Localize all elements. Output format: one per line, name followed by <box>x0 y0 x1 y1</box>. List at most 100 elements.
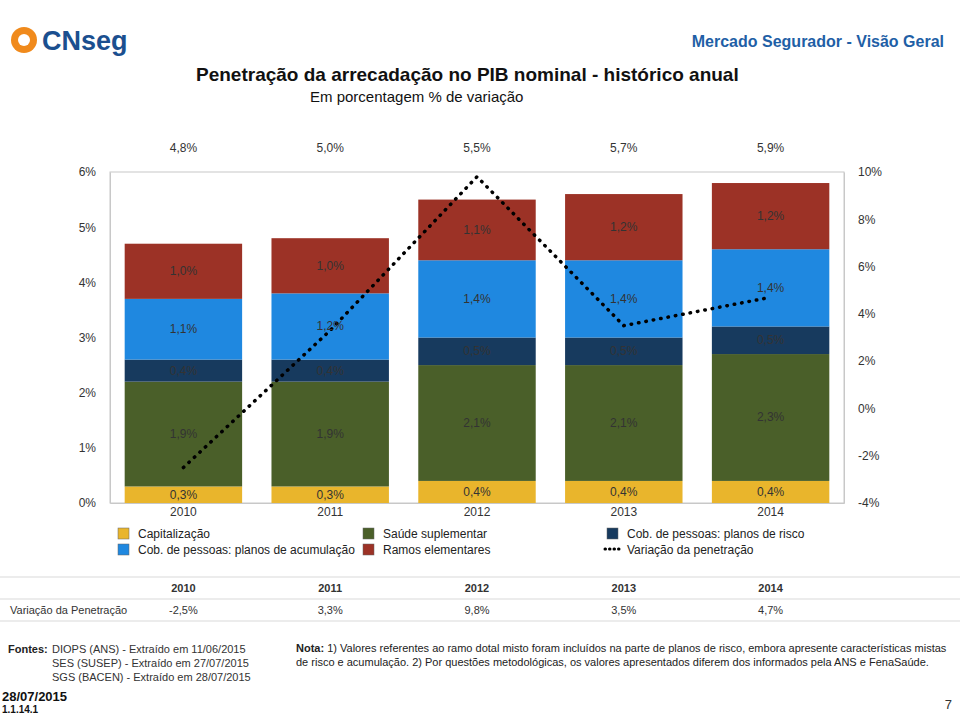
note-text: 1) Valores referentes ao ramo dotal mist… <box>296 642 946 668</box>
tick: 2% <box>79 386 110 400</box>
tick: 2010 <box>170 503 197 519</box>
tick-label: 6% <box>79 165 97 179</box>
tick-label: 0% <box>79 496 97 510</box>
tick-label: 2% <box>858 354 876 368</box>
tick: 6% <box>844 260 876 274</box>
tick: 8% <box>844 213 876 227</box>
data-label: 1,2% <box>757 209 785 223</box>
bar-segment <box>271 293 388 359</box>
table-header: 2012 <box>465 582 489 594</box>
data-label: 0,3% <box>317 488 345 502</box>
table-rule <box>0 621 960 622</box>
tick: 2014 <box>757 503 784 519</box>
table-rule <box>0 599 960 600</box>
data-label: 0,3% <box>170 488 198 502</box>
total-annotation: 5,0% <box>317 141 345 155</box>
tick: 1% <box>79 441 110 455</box>
footer-code: 1.1.14.1 <box>2 704 39 715</box>
page-number: 7 <box>945 697 952 712</box>
total-annotation: 5,7% <box>610 141 638 155</box>
logo-icon-inner <box>18 34 30 46</box>
bar-segment <box>565 194 682 260</box>
data-label: 1,9% <box>317 427 345 441</box>
tick-label: 4% <box>858 307 876 321</box>
data-label: 1,1% <box>170 322 198 336</box>
bar-segment <box>712 354 829 481</box>
page-canvas: CNsegMercado Segurador - Visão GeralPene… <box>0 0 960 715</box>
section-title: Mercado Segurador - Visão Geral <box>692 33 944 50</box>
legend-item: Variação da penetração <box>605 543 754 557</box>
legend: Capitalização Saúde suplementar Cob. de pe… <box>118 527 805 557</box>
tick-label: 6% <box>858 260 876 274</box>
data-label: 0,4% <box>463 485 491 499</box>
bar-segment <box>712 326 829 354</box>
bar-segment <box>565 481 682 503</box>
legend-label: Cob. de pessoas: planos de risco <box>627 527 805 541</box>
sources-label: Fontes: <box>8 643 48 655</box>
bar-segment <box>418 365 535 481</box>
bar-segment <box>565 338 682 366</box>
tick-label: 0% <box>858 402 876 416</box>
tick: 2011 <box>317 503 343 519</box>
legend-item: Cob. de pessoas: planos de risco <box>607 527 805 541</box>
bar-segment <box>125 244 242 299</box>
legend-label: Variação da penetração <box>627 543 754 557</box>
tick-label: 2014 <box>757 505 784 519</box>
legend-label: Ramos elementares <box>383 543 490 557</box>
tick-label: 2013 <box>610 505 637 519</box>
bar-segment <box>125 360 242 382</box>
bar-segment <box>418 260 535 337</box>
tick: 6% <box>79 165 110 179</box>
legend-swatch <box>363 528 374 539</box>
data-label: 1,0% <box>317 259 345 273</box>
chart-subtitle: Em porcentagem % de variação <box>310 88 523 105</box>
data-label: 2,1% <box>463 416 491 430</box>
tick-label: 5% <box>79 221 97 235</box>
source: SES (SUSEP) - Extraído em 27/07/2015 <box>52 657 249 669</box>
data-label: 0,4% <box>317 364 345 378</box>
tick-label: 3% <box>79 331 97 345</box>
total-annotation: 5,9% <box>757 141 785 155</box>
legend-item: Capitalização <box>118 527 210 541</box>
legend-swatch <box>118 544 129 555</box>
data-label: 0,4% <box>170 364 198 378</box>
tick: 2% <box>844 354 876 368</box>
tick-label: -4% <box>858 496 880 510</box>
data-table: 20102011201220132014Variação da Penetraç… <box>0 577 960 621</box>
data-label: 0,4% <box>757 485 785 499</box>
logo-icon <box>11 27 37 53</box>
table-cell: 4,7% <box>758 604 783 616</box>
total-annotation: 5,5% <box>463 141 491 155</box>
tick-label: 8% <box>858 213 876 227</box>
legend-label: Capitalização <box>138 527 210 541</box>
tick-label: 1% <box>79 441 97 455</box>
tick-label: 10% <box>858 165 882 179</box>
legend-swatch <box>363 544 374 555</box>
data-label: 1,2% <box>610 220 638 234</box>
y2-axis: -4% -2% 0% 2% 4% 6% 8% 10% <box>844 165 882 510</box>
tick-label: 2011 <box>317 505 343 519</box>
bar-segment <box>125 299 242 360</box>
bar-segment <box>712 249 829 326</box>
data-label: 0,4% <box>610 485 638 499</box>
plot-area <box>125 177 830 503</box>
bar-segment <box>712 183 829 249</box>
legend-label: Cob. de pessoas: planos de acumulação <box>138 543 355 557</box>
tick: -2% <box>844 449 880 463</box>
tick: 3% <box>79 331 110 345</box>
legend-label: Saúde suplementar <box>383 527 487 541</box>
bar-segment <box>271 486 388 503</box>
footnote: Nota: 1) Valores referentes ao ramo dota… <box>296 641 951 669</box>
data-label: 1,1% <box>463 223 491 237</box>
note-label: Nota: <box>296 642 324 654</box>
tick: 5% <box>79 221 110 235</box>
footer-date: 28/07/2015 <box>2 689 67 704</box>
plot-frame <box>110 172 844 503</box>
data-label: 1,4% <box>610 292 638 306</box>
bar-segment <box>418 338 535 366</box>
axis-line <box>844 173 845 504</box>
source: SGS (BACEN) - Extraído em 28/07/2015 <box>52 671 251 683</box>
table-cell: 3,5% <box>611 604 636 616</box>
data-label: 2,1% <box>610 416 638 430</box>
tick: 4% <box>844 307 876 321</box>
